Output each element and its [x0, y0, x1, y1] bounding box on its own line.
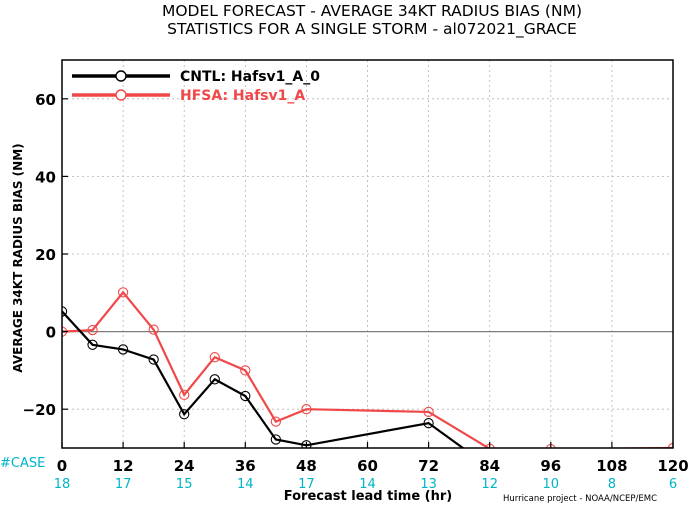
- legend-marker-hfsa: [115, 89, 127, 101]
- y-axis-label: AVERAGE 34KT RADIUS BIAS (NM): [11, 143, 25, 372]
- case-count: 10: [543, 477, 560, 492]
- series-point-hfsa: [209, 352, 220, 363]
- credit-text: Hurricane project - NOAA/NCEP/EMC: [503, 494, 657, 504]
- x-axis-label: Forecast lead time (hr): [284, 489, 452, 504]
- series-point-hfsa: [148, 324, 159, 335]
- y-tick-label: 60: [35, 91, 56, 109]
- x-tick-label: 72: [418, 457, 439, 475]
- case-label: #CASE: [0, 456, 45, 471]
- y-tick-label: 20: [35, 246, 56, 264]
- chart-title: MODEL FORECAST - AVERAGE 34KT RADIUS BIA…: [162, 2, 582, 20]
- x-axis-ticks: 0 12 24 36 48 60 72 84 96 108 120: [57, 442, 689, 475]
- series-line-cntl: [62, 310, 465, 448]
- series-point-cntl: [87, 339, 98, 350]
- x-tick-label: 120: [657, 457, 688, 475]
- case-count: 15: [176, 477, 193, 492]
- y-axis-ticks: −20 0 20 40 60: [23, 91, 68, 419]
- case-count: 18: [54, 477, 71, 492]
- case-count: 17: [115, 477, 132, 492]
- series-point-cntl: [270, 434, 281, 445]
- case-count: 14: [237, 477, 254, 492]
- series-point-cntl: [179, 409, 190, 420]
- legend-label-hfsa: HFSA: Hafsv1_A: [180, 88, 305, 104]
- x-tick-label: 108: [596, 457, 627, 475]
- case-count: 6: [669, 477, 677, 492]
- series-point-cntl: [240, 390, 251, 402]
- series-point-cntl: [301, 440, 312, 448]
- y-tick-label: −20: [23, 401, 56, 419]
- x-tick-label: 48: [296, 457, 317, 475]
- series-point-hfsa: [423, 406, 434, 418]
- series-point-hfsa: [87, 324, 98, 336]
- chart-subtitle: STATISTICS FOR A SINGLE STORM - al072021…: [167, 20, 577, 39]
- case-counts-row: 18 17 15 14 17 14 13 12 10 8 6: [54, 477, 677, 492]
- x-tick-label: 0: [57, 457, 67, 475]
- x-tick-label: 60: [357, 457, 378, 475]
- series-point-hfsa: [179, 389, 190, 400]
- series-point-hfsa: [117, 287, 129, 298]
- x-tick-label: 36: [235, 457, 256, 475]
- x-tick-label: 96: [540, 457, 561, 475]
- legend-marker-cntl: [115, 70, 127, 82]
- x-tick-label: 12: [113, 457, 134, 475]
- series-point-cntl: [209, 374, 220, 385]
- case-count: 13: [420, 477, 437, 492]
- series-point-hfsa: [270, 416, 281, 427]
- case-count: 8: [608, 477, 616, 492]
- series-point-hfsa: [301, 404, 312, 415]
- series-line-hfsa: [62, 290, 673, 448]
- case-count: 12: [481, 477, 498, 492]
- y-tick-label: 0: [46, 324, 56, 342]
- y-tick-label: 40: [35, 168, 56, 186]
- grid: [62, 60, 673, 448]
- case-count: 17: [298, 477, 315, 492]
- x-tick-label: 24: [174, 457, 195, 475]
- case-count: 14: [359, 477, 376, 492]
- series-point-cntl: [117, 344, 129, 355]
- legend-label-cntl: CNTL: Hafsv1_A_0: [180, 69, 320, 85]
- legend: CNTL: Hafsv1_A_0 HFSA: Hafsv1_A: [72, 69, 320, 104]
- series-point-hfsa: [240, 365, 251, 376]
- series-point-cntl: [423, 418, 434, 429]
- x-tick-label: 84: [479, 457, 500, 475]
- series-point-cntl: [148, 354, 159, 365]
